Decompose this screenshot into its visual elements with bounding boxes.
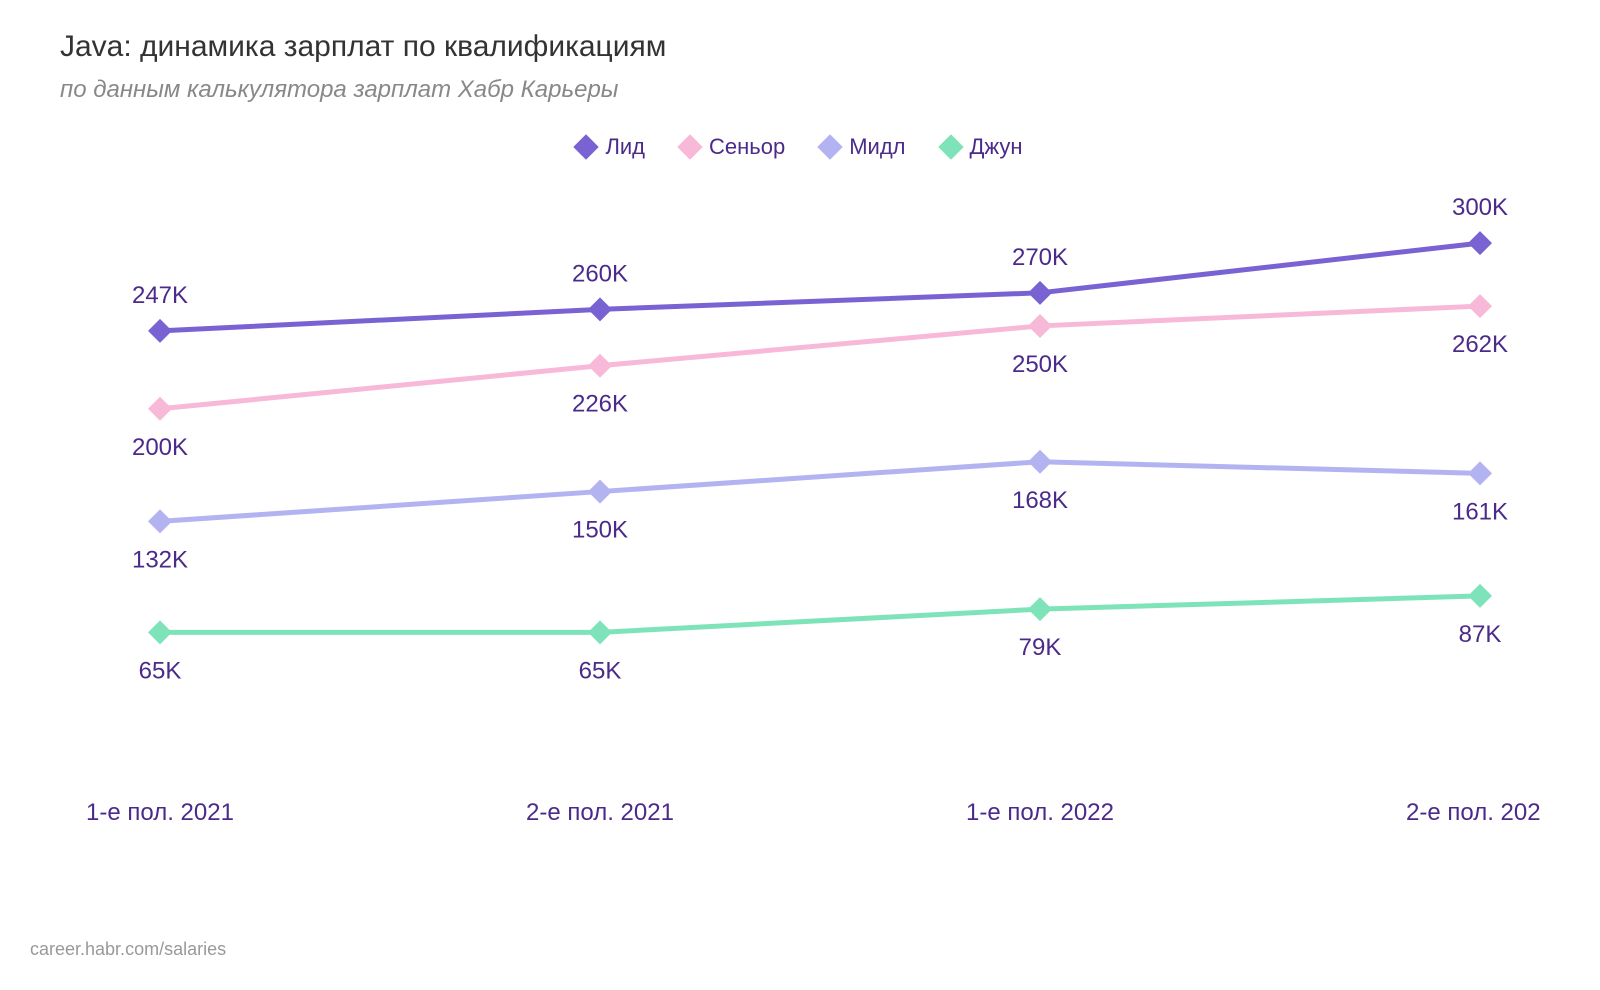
data-label: 161K <box>1452 498 1508 525</box>
legend-label: Сеньор <box>709 134 785 160</box>
x-axis-label: 2-е пол. 2022 <box>1406 799 1540 826</box>
legend-label: Джун <box>970 134 1023 160</box>
data-marker-icon <box>1468 584 1492 608</box>
chart-title: Java: динамика зарплат по квалификациям <box>60 30 1540 64</box>
legend: Лид Сеньор Мидл Джун <box>60 134 1540 160</box>
data-marker-icon <box>148 509 172 533</box>
data-label: 200K <box>132 434 188 461</box>
legend-marker-icon <box>574 134 599 159</box>
x-axis-label: 2-е пол. 2021 <box>526 799 674 826</box>
data-marker-icon <box>1468 294 1492 318</box>
data-marker-icon <box>588 354 612 378</box>
data-marker-icon <box>148 620 172 644</box>
data-marker-icon <box>1028 450 1052 474</box>
data-label: 132K <box>132 546 188 573</box>
data-label: 226K <box>572 391 628 418</box>
data-label: 65K <box>139 657 182 684</box>
line-chart-svg: 247K 260K 270K 300K 200K 226K 250K 262K 132K 150K… <box>60 180 1540 840</box>
footer-source: career.habr.com/salaries <box>30 939 226 960</box>
x-axis-label: 1-е пол. 2022 <box>966 799 1114 826</box>
legend-item: Сеньор <box>681 134 785 160</box>
legend-item: Лид <box>577 134 645 160</box>
legend-marker-icon <box>818 134 843 159</box>
data-label: 262K <box>1452 331 1508 358</box>
legend-marker-icon <box>938 134 963 159</box>
data-marker-icon <box>588 620 612 644</box>
data-marker-icon <box>148 397 172 421</box>
data-marker-icon <box>148 319 172 343</box>
data-label: 247K <box>132 282 188 309</box>
data-marker-icon <box>1468 461 1492 485</box>
chart-subtitle: по данным калькулятора зарплат Хабр Карь… <box>60 76 1540 104</box>
legend-item: Мидл <box>821 134 905 160</box>
data-label: 150K <box>572 517 628 544</box>
legend-item: Джун <box>942 134 1023 160</box>
series-line <box>160 462 1480 522</box>
data-marker-icon <box>1028 314 1052 338</box>
data-label: 65K <box>579 657 622 684</box>
legend-label: Мидл <box>849 134 905 160</box>
legend-label: Лид <box>605 134 645 160</box>
data-marker-icon <box>1468 231 1492 255</box>
data-marker-icon <box>588 480 612 504</box>
series-line <box>160 596 1480 632</box>
x-axis-label: 1-е пол. 2021 <box>86 799 234 826</box>
data-label: 300K <box>1452 194 1508 221</box>
data-label: 250K <box>1012 351 1068 378</box>
data-label: 79K <box>1019 634 1062 661</box>
series-line <box>160 243 1480 331</box>
data-marker-icon <box>1028 281 1052 305</box>
legend-marker-icon <box>677 134 702 159</box>
data-marker-icon <box>1028 597 1052 621</box>
data-label: 87K <box>1459 621 1502 648</box>
data-label: 270K <box>1012 244 1068 271</box>
data-marker-icon <box>588 297 612 321</box>
chart-area: 247K 260K 270K 300K 200K 226K 250K 262K 132K 150K… <box>60 180 1540 840</box>
data-label: 168K <box>1012 487 1068 514</box>
data-label: 260K <box>572 260 628 287</box>
